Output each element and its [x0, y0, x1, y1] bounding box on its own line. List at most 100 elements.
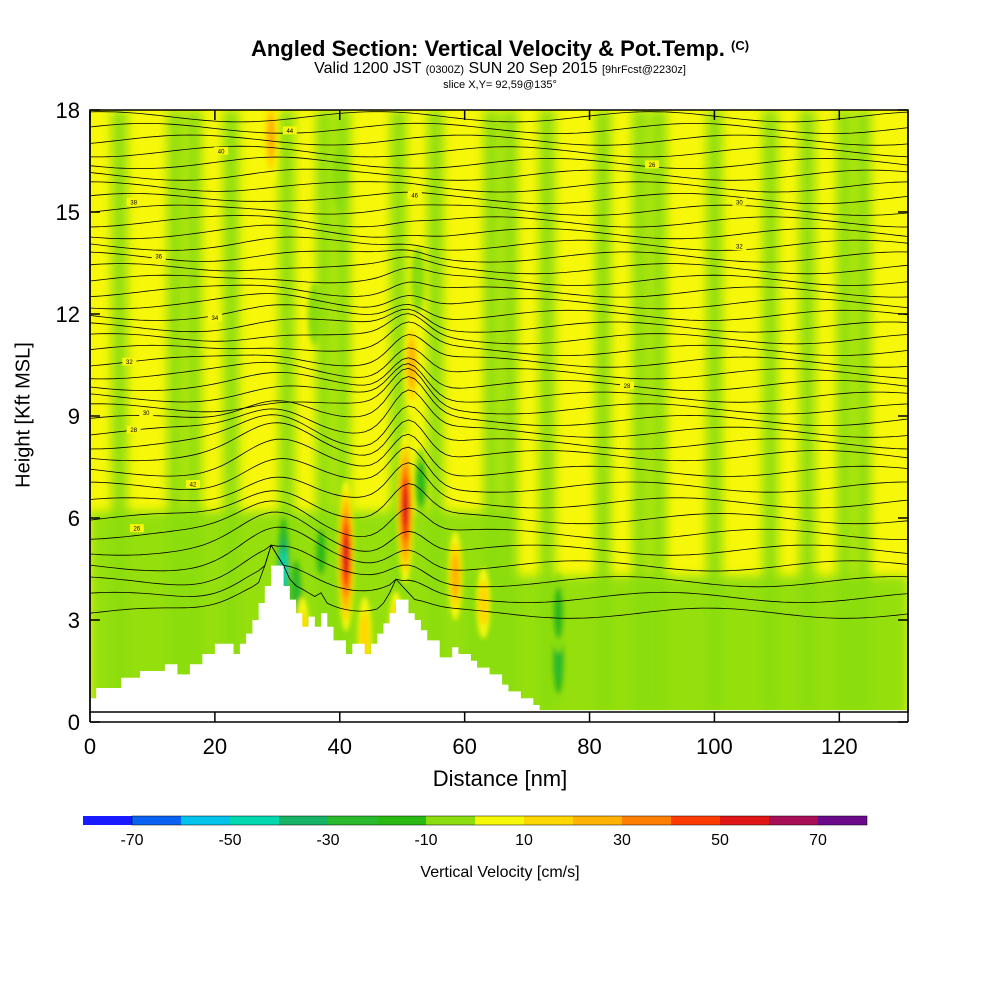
isentrope-label: 36	[155, 255, 162, 261]
colorbar-tick-label: -10	[414, 832, 437, 849]
isentrope-label: 30	[143, 411, 150, 417]
colorbar-tick-label: -50	[218, 832, 241, 849]
isentrope-label-bg	[122, 357, 137, 366]
colorbar-swatch	[475, 816, 524, 825]
isentrope-line	[90, 544, 908, 603]
downdraft-cell	[410, 247, 425, 313]
isentrope-label-bg	[644, 160, 659, 169]
colorbar-tick-label: 10	[515, 832, 533, 849]
weak-downdraft-stripe	[650, 110, 667, 712]
isentrope-label: 28	[624, 384, 631, 390]
colorbar-swatch	[181, 816, 230, 825]
x-axis-label: Distance [nm]	[432, 766, 568, 791]
isentrope-line	[90, 281, 908, 298]
isentrope-line	[90, 511, 908, 556]
isentrope-line	[90, 483, 908, 525]
isentrope-label: 34	[212, 316, 219, 322]
updraft-cell	[342, 534, 350, 577]
isentrope-label: 30	[736, 200, 743, 206]
y-tick-label: 18	[56, 98, 80, 123]
terrain-layer	[90, 565, 908, 722]
isentrope-label: 32	[736, 245, 743, 251]
isentrope-line	[90, 347, 908, 380]
downdraft-cell	[553, 587, 564, 639]
x-tick-label: 60	[452, 734, 476, 759]
y-tick-label: 3	[68, 608, 80, 633]
downdraft-cell	[415, 461, 426, 507]
isentrope-line	[90, 181, 908, 193]
updraft-cell	[266, 115, 276, 159]
subtitle-valid: Valid 1200 JST	[314, 60, 422, 77]
isentrope-line	[90, 236, 908, 251]
isentrope-line	[90, 191, 908, 205]
isentrope-line	[90, 500, 908, 540]
isentrope-line	[90, 156, 908, 169]
x-tick-label: 100	[696, 734, 733, 759]
colorbar-swatch	[720, 816, 769, 825]
isentrope-line	[90, 303, 908, 321]
isentrope-line	[90, 321, 908, 356]
updraft-cell	[478, 580, 489, 626]
title-unit: (C)	[731, 38, 750, 53]
terrain-fill	[90, 565, 908, 722]
isentrope-label-bg	[407, 191, 422, 199]
colorbar-swatch	[83, 816, 132, 825]
isentrope-line	[90, 293, 908, 310]
isentrope-label-bg	[282, 126, 297, 135]
colorbar-label: Vertical Velocity [cm/s]	[420, 864, 580, 881]
isentrope-label: 26	[133, 527, 140, 533]
isentrope-line	[90, 367, 908, 415]
isentrope-line	[90, 544, 908, 619]
plot-area: 26 28 30 32 34 36 38 40 42 44 46 26 28 30 32	[90, 110, 908, 712]
chart-title: Angled Section: Vertical Velocity & Pot.…	[250, 36, 750, 61]
colorbar-swatch	[328, 816, 377, 825]
isentrope-label-bg	[126, 425, 141, 434]
subtitle-date: SUN 20 Sep 2015	[468, 60, 598, 77]
x-tick-label: 80	[577, 734, 601, 759]
chart-subtitle: Valid 1200 JST (0300Z) SUN 20 Sep 2015 […	[0, 60, 1000, 78]
y-tick-label: 15	[56, 200, 80, 225]
isentrope-line	[90, 419, 908, 462]
isentrope-line	[90, 215, 908, 228]
weak-downdraft-stripe	[836, 110, 853, 712]
colorbar-swatch	[524, 816, 573, 825]
y-tick-label: 9	[68, 404, 80, 429]
isentrope-line	[90, 134, 908, 146]
subtitle-forecast: [9hrFcst@2230z]	[601, 64, 686, 76]
isentrope-line	[90, 526, 908, 572]
x-tick-label: 20	[203, 734, 227, 759]
isentrope-line	[90, 267, 908, 286]
colorbar-swatch	[622, 816, 671, 825]
isentrope-line	[90, 111, 908, 123]
downdraft-cell	[307, 283, 322, 345]
colorbar-swatch	[132, 816, 181, 825]
colorbar-swatch	[426, 816, 475, 825]
isentrope-label: 44	[286, 129, 293, 135]
colorbar-swatch	[279, 816, 328, 825]
isentrope-label: 28	[130, 428, 137, 434]
isentrope-label-bg	[151, 252, 166, 261]
isentrope-label-bg	[620, 381, 635, 390]
downdraft-cell	[316, 529, 327, 575]
isentrope-label: 26	[649, 163, 656, 169]
downdraft-cell	[332, 145, 347, 211]
isentrope-line	[90, 334, 908, 368]
isentrope-line	[90, 313, 908, 345]
isentrope-line	[90, 249, 908, 263]
isentrope-line	[90, 433, 908, 477]
isentrope-label: 32	[126, 360, 133, 366]
x-tick-label: 40	[328, 734, 352, 759]
pot-temp-contours: 26 28 30 32 34 36 38 40 42 44 46 26 28 30 32	[90, 111, 908, 619]
isentrope-line	[90, 363, 908, 403]
colorbar-swatch	[818, 816, 867, 825]
isentrope-line	[90, 308, 908, 333]
colorbar-tick-label: -70	[120, 832, 143, 849]
y-tick-label: 12	[56, 302, 80, 327]
isentrope-label-bg	[186, 480, 201, 488]
colorbar-swatch	[769, 816, 818, 825]
isentrope-label-bg	[732, 197, 747, 206]
isentrope-line	[90, 256, 908, 275]
colorbar-tick-label: 50	[711, 832, 729, 849]
